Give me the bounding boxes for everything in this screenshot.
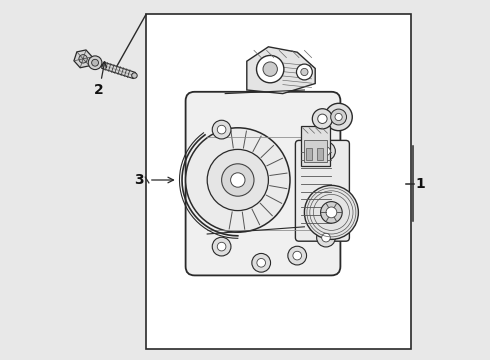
Text: 2: 2 [95,83,104,97]
Circle shape [321,147,330,156]
Circle shape [217,242,226,251]
Circle shape [288,246,307,265]
Circle shape [88,56,102,69]
Bar [304,140,327,162]
Circle shape [257,55,284,83]
Circle shape [320,202,342,223]
Circle shape [79,55,87,63]
Text: 1: 1 [416,177,425,190]
Circle shape [317,228,335,247]
Circle shape [296,64,312,80]
Circle shape [293,251,301,260]
Circle shape [132,73,137,78]
Circle shape [252,253,270,272]
Circle shape [212,237,231,256]
Circle shape [257,258,266,267]
Circle shape [221,164,254,196]
Circle shape [301,68,308,76]
Circle shape [92,59,98,66]
Polygon shape [74,50,92,68]
Circle shape [207,149,269,211]
Circle shape [325,103,352,131]
Circle shape [217,125,226,134]
Polygon shape [101,62,135,78]
Bar [306,148,312,160]
Circle shape [263,62,277,76]
Polygon shape [247,47,315,94]
Circle shape [321,233,330,242]
Circle shape [317,142,335,161]
Circle shape [335,113,342,121]
Bar [301,126,330,166]
Circle shape [318,114,327,123]
Circle shape [186,128,290,232]
Circle shape [231,173,245,187]
FancyBboxPatch shape [295,140,349,241]
Circle shape [331,109,346,125]
FancyBboxPatch shape [186,92,341,275]
Circle shape [304,185,358,239]
Circle shape [212,120,231,139]
Text: 3: 3 [134,173,144,187]
Circle shape [326,207,337,218]
Bar [317,148,323,160]
Circle shape [312,109,333,129]
Bar [146,14,411,349]
